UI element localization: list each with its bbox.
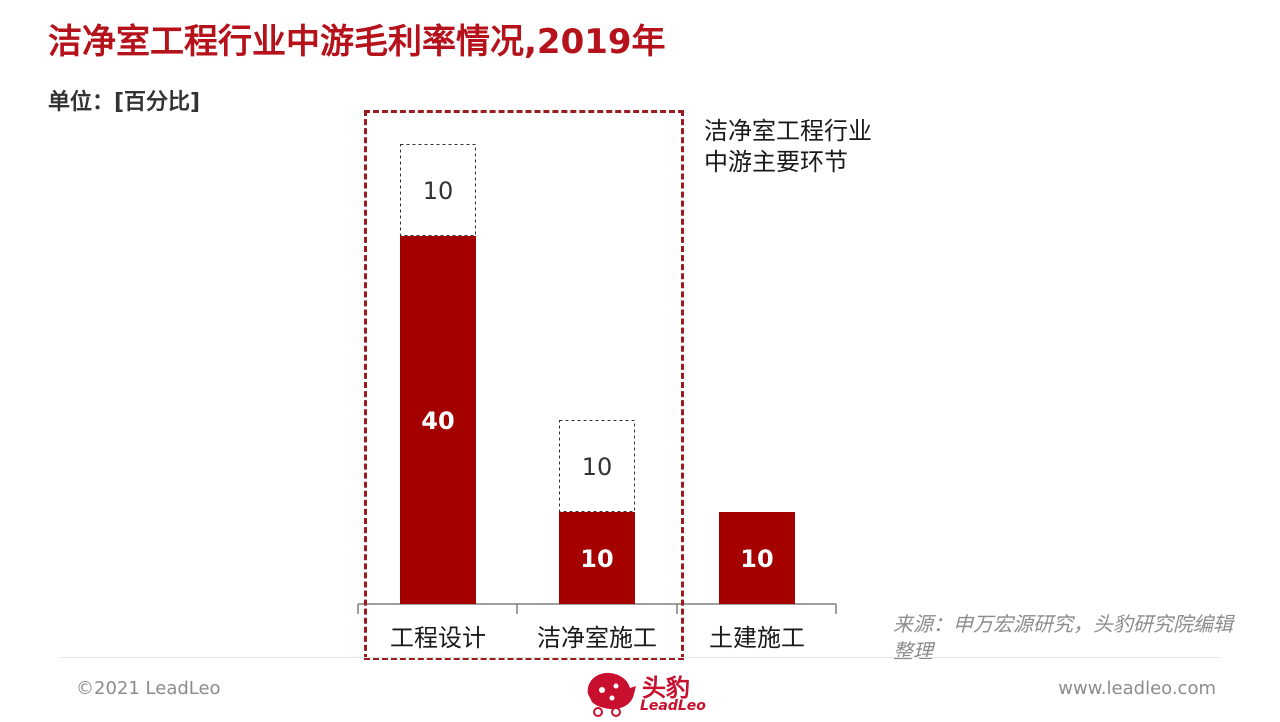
data-label-solid-1: 10 bbox=[580, 545, 613, 573]
data-label-solid-2: 10 bbox=[740, 545, 773, 573]
category-label-0: 工程设计 bbox=[390, 624, 486, 652]
logo-name: 头豹 bbox=[642, 674, 690, 702]
unit-label: 单位：[百分比] bbox=[48, 90, 201, 115]
bar-dashed-0 bbox=[400, 144, 476, 236]
bar-solid-1 bbox=[559, 512, 635, 604]
website-link[interactable]: www.leadleo.com bbox=[1058, 678, 1216, 699]
logo-en: LeadLeo bbox=[640, 698, 706, 714]
highlight-label-line-1: 洁净室工程行业 bbox=[704, 117, 872, 145]
category-label-1: 洁净室施工 bbox=[537, 624, 657, 652]
footer-divider bbox=[60, 657, 1220, 658]
bar-solid-0 bbox=[400, 236, 476, 604]
data-label-solid-0: 40 bbox=[421, 407, 454, 435]
bar-solid-2 bbox=[719, 512, 795, 604]
source-note: 来源：申万宏源研究，头豹研究院编辑整理 bbox=[893, 612, 1233, 663]
highlight-label: 洁净室工程行业 中游主要环节 bbox=[704, 116, 904, 178]
highlight-box bbox=[364, 110, 684, 660]
leadleo-logo: 头豹 LeadLeo bbox=[580, 664, 710, 718]
data-label-dashed-0: 10 bbox=[423, 177, 454, 205]
bar-dashed-1 bbox=[559, 420, 635, 512]
page-title: 洁净室工程行业中游毛利率情况,2019年 bbox=[48, 22, 666, 62]
data-label-dashed-1: 10 bbox=[582, 453, 613, 481]
leopard-logo-icon bbox=[587, 672, 636, 717]
copyright-text: ©2021 LeadLeo bbox=[76, 678, 221, 699]
category-label-2: 土建施工 bbox=[709, 624, 805, 652]
highlight-label-line-2: 中游主要环节 bbox=[704, 148, 848, 176]
